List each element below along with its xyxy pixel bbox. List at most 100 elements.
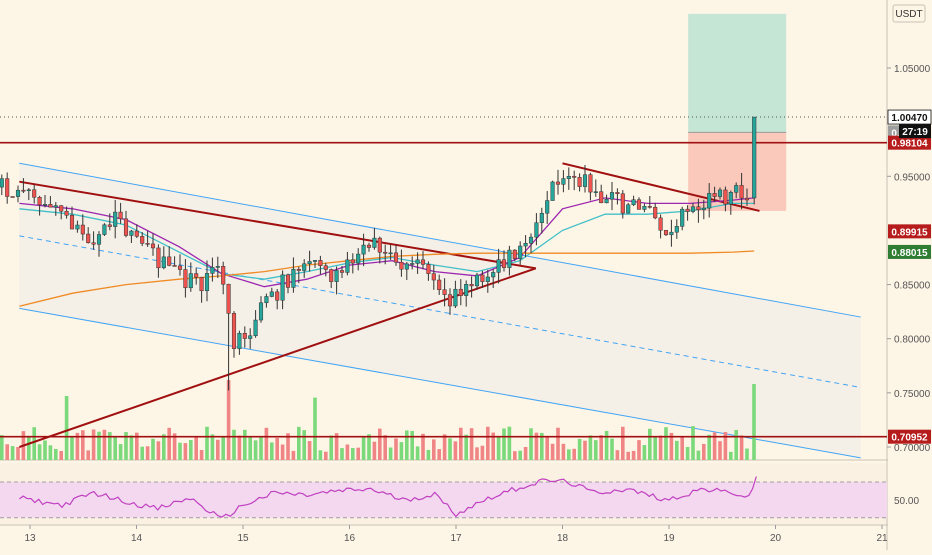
price-label-text: 0.88015: [891, 248, 928, 259]
candle-body: [150, 243, 156, 249]
price-label-text: 0.70952: [891, 433, 928, 444]
volume-bar: [313, 397, 317, 460]
candle-body: [275, 291, 280, 301]
candle-body: [582, 174, 588, 187]
price-axis-label: 0.80000: [894, 335, 931, 346]
candle-body: [717, 189, 723, 197]
rsi-pane[interactable]: [0, 476, 887, 519]
volume-bar: [156, 441, 161, 460]
candle-body: [75, 224, 80, 230]
volume-bar: [459, 427, 463, 460]
volume-bar: [567, 449, 571, 460]
volume-bar: [307, 441, 312, 460]
candle-body: [545, 200, 550, 214]
candle-body: [59, 205, 64, 212]
volume-bar: [286, 433, 290, 460]
candle-body: [291, 268, 296, 288]
volume-bar: [48, 445, 53, 460]
candle-body: [15, 189, 21, 197]
volume-bar: [361, 436, 366, 460]
volume-bar: [43, 440, 47, 460]
channel-lower-line: [19, 307, 861, 459]
volume-bar: [513, 451, 517, 460]
candle-body: [96, 234, 102, 245]
volume-bar: [610, 438, 614, 460]
candle-body: [696, 206, 701, 211]
candle-body: [123, 218, 129, 236]
candle-body: [258, 302, 264, 321]
candle-body: [21, 189, 26, 192]
volume-bar: [621, 426, 625, 460]
candle-body: [653, 206, 658, 219]
candle-body: [404, 263, 409, 270]
candle-body: [350, 259, 355, 264]
candle-body: [501, 259, 507, 268]
candle-body: [393, 252, 399, 263]
candle-body: [91, 242, 96, 245]
volume-bar: [642, 445, 647, 460]
candle-body: [690, 206, 696, 212]
candle-body: [26, 189, 31, 192]
volume-bar: [151, 438, 155, 460]
countdown-text: 27:19: [902, 127, 928, 138]
candle-body: [480, 274, 485, 282]
volume-bar: [577, 438, 582, 460]
volume-bar: [64, 396, 69, 460]
candle-body: [453, 288, 458, 307]
candle-body: [377, 237, 382, 253]
price-axis-label: 0.70000: [894, 443, 931, 454]
candle-body: [437, 279, 442, 290]
candle-body: [447, 294, 453, 307]
candle-body: [577, 177, 582, 187]
volume-bars: [0, 380, 756, 460]
candle-body: [496, 259, 501, 273]
candle-body: [210, 267, 215, 274]
candle-body: [399, 261, 404, 270]
volume-bar: [696, 450, 701, 460]
volume-bar: [653, 436, 657, 460]
candle-body: [669, 231, 674, 236]
candle-body: [69, 214, 75, 230]
candle-body: [48, 204, 53, 208]
candle-body: [366, 244, 372, 248]
candle-body: [474, 274, 480, 287]
volume-bar: [631, 450, 636, 460]
candle-body: [739, 185, 744, 199]
candle-body: [431, 273, 436, 281]
candle-body: [53, 205, 58, 208]
candle-body: [744, 197, 750, 201]
volume-bar: [329, 435, 333, 460]
parallel-channel[interactable]: [19, 162, 861, 459]
volume-bar: [302, 430, 306, 460]
candle-body: [32, 189, 37, 198]
price-label-text: 0.98104: [891, 139, 928, 150]
position-tool[interactable]: [688, 13, 787, 211]
time-axis-label: 21: [876, 533, 888, 544]
volume-bar: [572, 448, 576, 460]
candle-body: [626, 204, 631, 214]
candle-body: [512, 249, 517, 259]
volume-bar: [442, 434, 447, 460]
volume-bar: [496, 436, 501, 460]
countdown-box: [899, 124, 931, 139]
time-axis-label: 13: [24, 533, 36, 544]
volume-bar: [97, 431, 101, 460]
candle-body: [469, 284, 474, 287]
candle-body: [172, 265, 177, 267]
candle-body: [107, 224, 112, 227]
candle-body: [615, 192, 620, 195]
volume-bar: [415, 446, 420, 460]
channel-upper-line: [19, 162, 861, 318]
price-axis-background: [888, 0, 932, 550]
candle-body: [388, 252, 393, 255]
volume-bar: [702, 443, 706, 460]
price-axis[interactable]: USDT 1.05000 0.95000 0.85000 0.80000 0.75000 0…: [887, 0, 932, 550]
volume-bar: [486, 426, 490, 460]
time-axis[interactable]: 13 14 15 16 17 18 19 20 21: [24, 525, 888, 544]
volume-bar: [723, 432, 728, 460]
candle-body: [118, 211, 123, 220]
candle-body: [701, 207, 706, 211]
volume-bar: [388, 447, 393, 460]
